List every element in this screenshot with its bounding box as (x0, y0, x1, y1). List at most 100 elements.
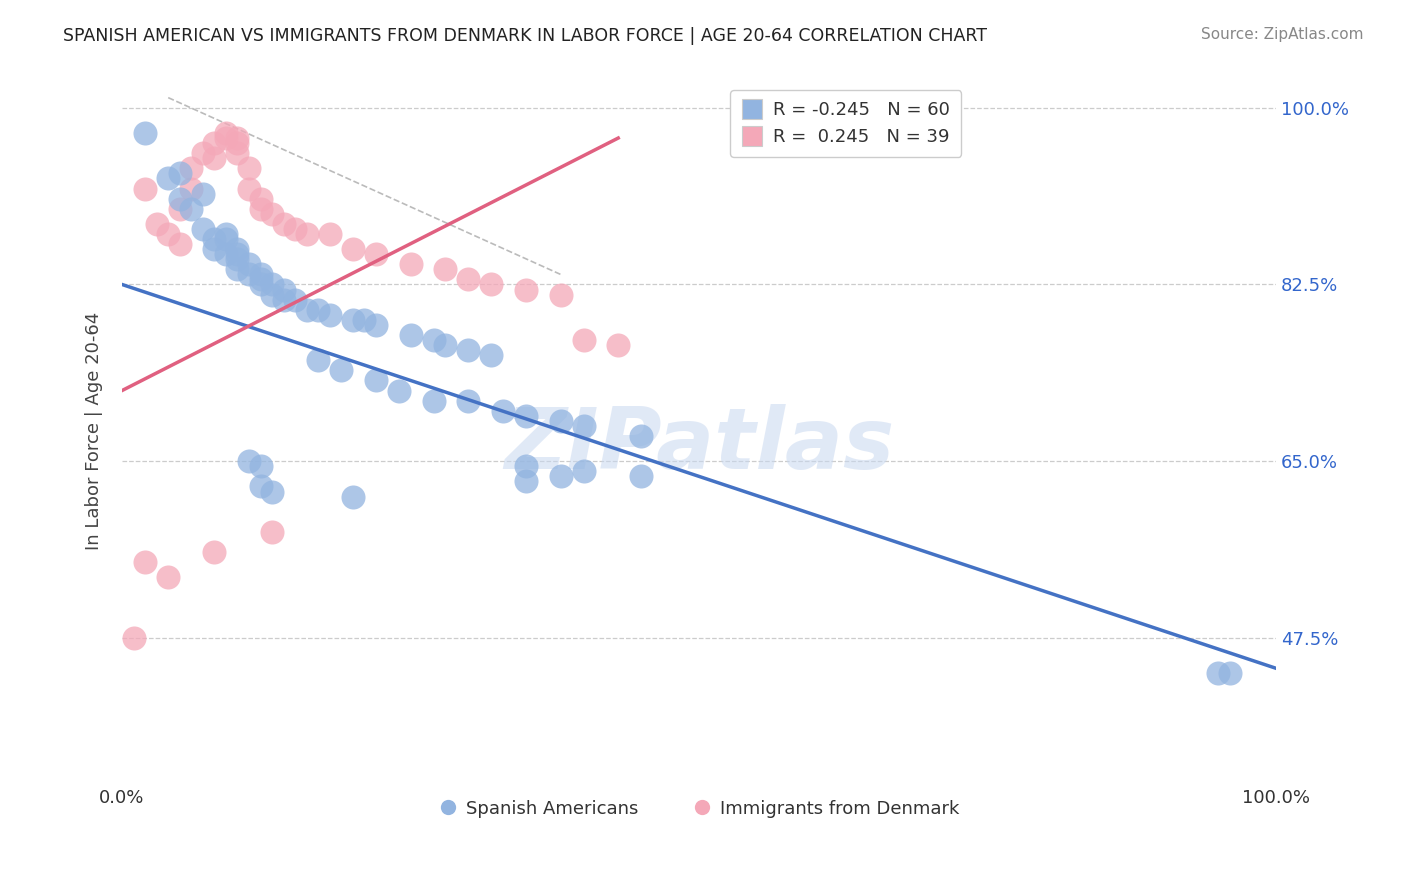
Point (122, 631, 145, 645)
Point (169, 166, 191, 180)
Point (295, 302, 318, 317)
Point (457, 393, 479, 408)
Point (134, 126, 156, 140)
Point (434, 262, 457, 277)
Point (422, 333, 444, 347)
Point (364, 247, 387, 261)
Point (249, 277, 271, 292)
Point (180, 181, 202, 195)
Point (342, 313, 364, 327)
Point (273, 217, 295, 231)
Point (249, 268, 271, 282)
Legend: Spanish Americans, Immigrants from Denmark: Spanish Americans, Immigrants from Denma… (432, 792, 966, 825)
Point (550, 414, 572, 428)
Point (364, 373, 387, 387)
Point (260, 207, 283, 221)
Point (434, 338, 457, 352)
Point (260, 287, 283, 301)
Point (607, 338, 630, 352)
Point (202, 232, 225, 246)
Point (479, 348, 502, 362)
Point (260, 524, 283, 539)
Point (191, 222, 214, 236)
Text: Source: ZipAtlas.com: Source: ZipAtlas.com (1201, 27, 1364, 42)
Point (273, 293, 295, 307)
Point (202, 545, 225, 559)
Point (226, 242, 249, 256)
Y-axis label: In Labor Force | Age 20-64: In Labor Force | Age 20-64 (86, 312, 103, 550)
Point (630, 429, 652, 443)
Point (215, 232, 238, 246)
Point (399, 328, 422, 343)
Point (249, 202, 271, 216)
Point (238, 161, 260, 176)
Text: SPANISH AMERICAN VS IMMIGRANTS FROM DENMARK IN LABOR FORCE | AGE 20-64 CORRELATI: SPANISH AMERICAN VS IMMIGRANTS FROM DENM… (63, 27, 987, 45)
Point (319, 227, 342, 241)
Point (307, 353, 329, 368)
Point (238, 454, 260, 468)
Point (307, 302, 329, 317)
Point (238, 181, 260, 195)
Point (399, 257, 422, 271)
Point (284, 222, 307, 236)
Point (630, 469, 652, 483)
Point (550, 287, 572, 301)
Point (202, 136, 225, 150)
Point (226, 262, 249, 277)
Point (342, 490, 364, 504)
Point (249, 459, 271, 474)
Point (157, 171, 180, 186)
Point (515, 409, 537, 423)
Text: ZIPatlas: ZIPatlas (503, 403, 894, 486)
Point (215, 126, 238, 140)
Point (260, 484, 283, 499)
Point (238, 257, 260, 271)
Point (479, 277, 502, 292)
Point (157, 570, 180, 584)
Point (215, 131, 238, 145)
Point (515, 283, 537, 297)
Point (364, 318, 387, 332)
Point (191, 146, 214, 161)
Point (226, 247, 249, 261)
Point (260, 277, 283, 292)
Point (134, 181, 156, 195)
Point (226, 146, 249, 161)
Point (169, 192, 191, 206)
Point (157, 227, 180, 241)
Point (550, 469, 572, 483)
Point (572, 333, 595, 347)
Point (330, 363, 353, 377)
Point (226, 252, 249, 267)
Point (180, 202, 202, 216)
Point (353, 313, 375, 327)
Point (180, 161, 202, 176)
Point (1219, 666, 1241, 681)
Point (226, 136, 249, 150)
Point (457, 343, 479, 358)
Point (134, 555, 156, 569)
Point (202, 151, 225, 165)
Point (273, 283, 295, 297)
Point (249, 192, 271, 206)
Point (388, 384, 411, 398)
Point (249, 479, 271, 493)
Point (284, 293, 307, 307)
Point (238, 268, 260, 282)
Point (191, 186, 214, 201)
Point (226, 131, 249, 145)
Point (457, 272, 479, 286)
Point (145, 217, 167, 231)
Point (1206, 666, 1229, 681)
Point (215, 247, 238, 261)
Point (319, 308, 342, 322)
Point (215, 227, 238, 241)
Point (572, 418, 595, 433)
Point (492, 403, 515, 417)
Point (249, 272, 271, 286)
Point (572, 464, 595, 478)
Point (342, 242, 364, 256)
Point (422, 393, 444, 408)
Point (169, 237, 191, 252)
Point (202, 242, 225, 256)
